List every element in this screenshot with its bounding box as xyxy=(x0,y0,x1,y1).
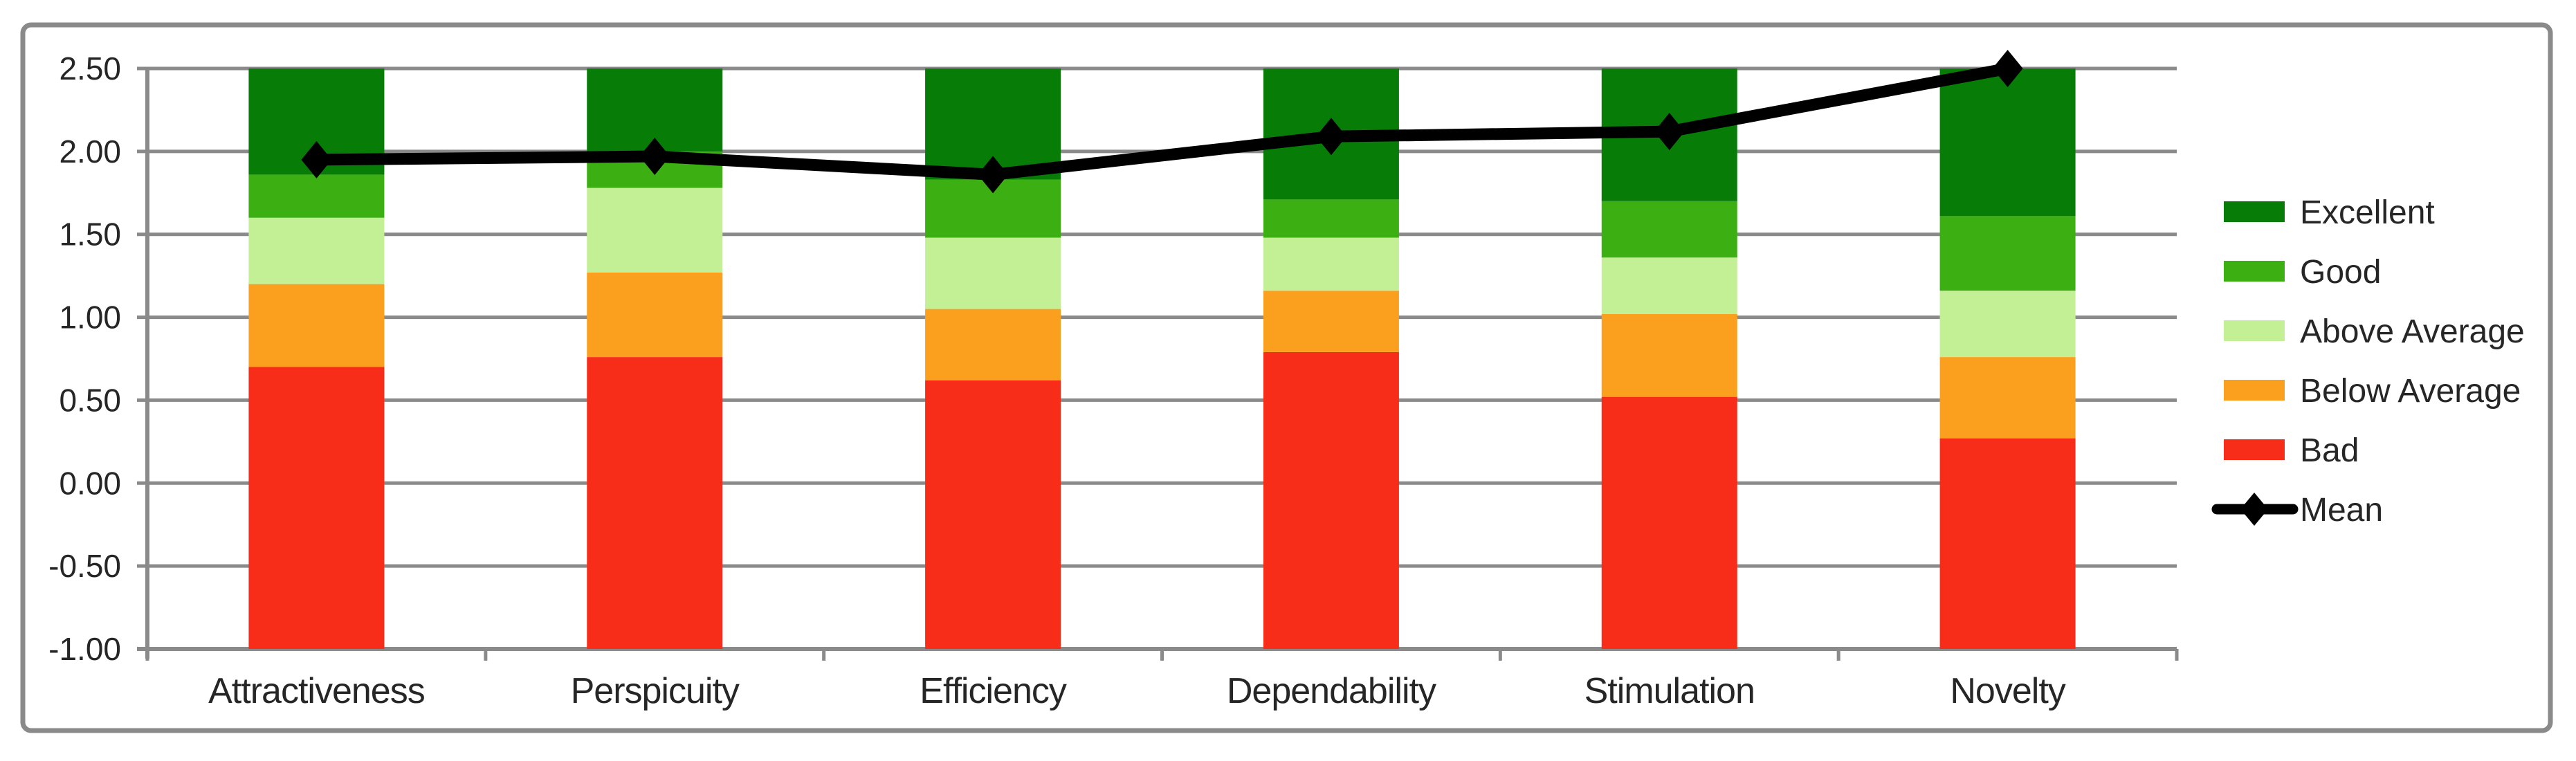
mean-marker-efficiency xyxy=(978,156,1009,194)
chart-outer-border xyxy=(20,22,2553,733)
y-tick-label: 2.50 xyxy=(59,51,121,86)
bar-segment-above-average-perspicuity xyxy=(587,187,723,273)
legend-swatch-good xyxy=(2224,261,2285,282)
bar-segment-excellent-perspicuity xyxy=(587,68,723,152)
bar-segment-good-stimulation xyxy=(1601,201,1737,258)
x-category-label-stimulation: Stimulation xyxy=(1584,671,1755,711)
bar-segment-below-average-novelty xyxy=(1939,357,2076,439)
x-category-label-novelty: Novelty xyxy=(1950,671,2065,711)
y-tick-label: -1.00 xyxy=(48,631,121,667)
y-tick-label: 2.00 xyxy=(59,134,121,169)
legend-item-below-average: Below Average xyxy=(2224,373,2521,410)
mean-marker-attractiveness xyxy=(301,140,332,178)
legend-label-bad: Bad xyxy=(2300,432,2359,469)
bar-segment-above-average-efficiency xyxy=(925,237,1061,309)
bar-segment-good-attractiveness xyxy=(248,174,385,218)
legend: Excellent Good Above Average Below Average B… xyxy=(2211,194,2525,529)
legend-item-excellent: Excellent xyxy=(2224,194,2435,231)
bars-group xyxy=(248,68,2076,649)
axes-group xyxy=(145,68,2179,661)
bar-segment-bad-perspicuity xyxy=(587,357,723,649)
legend-label-above-average: Above Average xyxy=(2300,313,2525,350)
legend-swatch-bad xyxy=(2224,439,2285,460)
legend-item-good: Good xyxy=(2224,254,2381,291)
legend-item-bad: Bad xyxy=(2224,432,2359,469)
legend-label-excellent: Excellent xyxy=(2300,194,2435,231)
bar-segment-good-novelty xyxy=(1939,216,2076,291)
bar-segment-below-average-attractiveness xyxy=(248,284,385,367)
x-axis-labels: Attractiveness Perspicuity Efficiency Depen… xyxy=(208,671,2067,711)
bar-segment-bad-dependability xyxy=(1263,351,1399,649)
bar-segment-good-dependability xyxy=(1263,199,1399,238)
mean-line-group xyxy=(301,50,2023,194)
x-category-label-attractiveness: Attractiveness xyxy=(208,671,425,711)
legend-swatch-below-average xyxy=(2224,380,2285,401)
mean-line xyxy=(310,62,2014,181)
mean-marker-perspicuity xyxy=(639,138,670,176)
y-tick-label: 0.00 xyxy=(59,465,121,501)
bar-segment-above-average-novelty xyxy=(1939,291,2076,358)
legend-label-mean: Mean xyxy=(2300,492,2383,529)
y-tick-label: 1.00 xyxy=(59,300,121,336)
bar-segment-bad-stimulation xyxy=(1601,396,1737,649)
bar-segment-above-average-attractiveness xyxy=(248,217,385,284)
y-tick-label: -0.50 xyxy=(48,548,121,584)
bar-segment-above-average-stimulation xyxy=(1601,257,1737,314)
y-axis-labels: 2.50 2.00 1.50 1.00 0.50 0.00 -0.50 -1.00 xyxy=(48,51,121,667)
bar-segment-bad-novelty xyxy=(1939,438,2076,649)
x-category-label-efficiency: Efficiency xyxy=(920,671,1067,711)
bar-segment-below-average-perspicuity xyxy=(587,272,723,358)
bar-segment-below-average-stimulation xyxy=(1601,313,1737,397)
legend-item-mean: Mean xyxy=(2211,492,2383,529)
x-category-label-perspicuity: Perspicuity xyxy=(571,671,740,711)
mean-marker-stimulation xyxy=(1654,113,1685,151)
y-tick-label: 1.50 xyxy=(59,217,121,253)
mean-marker-novelty xyxy=(1992,50,2023,87)
legend-label-good: Good xyxy=(2300,254,2381,291)
bar-segment-below-average-efficiency xyxy=(925,309,1061,380)
bar-segment-below-average-dependability xyxy=(1263,291,1399,352)
legend-swatch-excellent xyxy=(2224,201,2285,222)
bar-segment-bad-efficiency xyxy=(925,380,1061,649)
bar-segment-above-average-dependability xyxy=(1263,237,1399,291)
legend-item-above-average: Above Average xyxy=(2224,313,2525,350)
bar-segment-excellent-novelty xyxy=(1939,68,2076,217)
legend-label-below-average: Below Average xyxy=(2300,373,2521,410)
bar-segment-bad-attractiveness xyxy=(248,367,385,649)
x-category-label-dependability: Dependability xyxy=(1227,671,1436,711)
plot-grid xyxy=(137,66,2177,651)
chart-border-group xyxy=(20,22,2553,733)
mean-marker-dependability xyxy=(1315,118,1346,156)
y-tick-label: 0.50 xyxy=(59,382,121,418)
legend-mean-diamond xyxy=(2240,493,2268,526)
legend-swatch-above-average xyxy=(2224,320,2285,341)
